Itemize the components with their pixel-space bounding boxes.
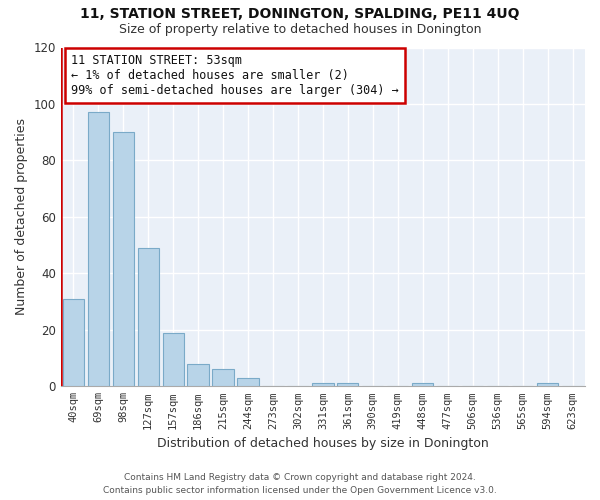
Text: Size of property relative to detached houses in Donington: Size of property relative to detached ho… <box>119 22 481 36</box>
Bar <box>412 384 433 386</box>
Bar <box>163 332 184 386</box>
Bar <box>312 384 334 386</box>
Text: Contains HM Land Registry data © Crown copyright and database right 2024.
Contai: Contains HM Land Registry data © Crown c… <box>103 473 497 495</box>
Bar <box>337 384 358 386</box>
Bar <box>187 364 209 386</box>
Text: 11, STATION STREET, DONINGTON, SPALDING, PE11 4UQ: 11, STATION STREET, DONINGTON, SPALDING,… <box>80 8 520 22</box>
Bar <box>238 378 259 386</box>
Text: 11 STATION STREET: 53sqm
← 1% of detached houses are smaller (2)
99% of semi-det: 11 STATION STREET: 53sqm ← 1% of detache… <box>71 54 399 98</box>
X-axis label: Distribution of detached houses by size in Donington: Distribution of detached houses by size … <box>157 437 489 450</box>
Bar <box>212 370 233 386</box>
Bar <box>137 248 159 386</box>
Bar <box>113 132 134 386</box>
Y-axis label: Number of detached properties: Number of detached properties <box>15 118 28 316</box>
Bar <box>88 112 109 386</box>
Bar <box>537 384 558 386</box>
Bar <box>62 299 84 386</box>
